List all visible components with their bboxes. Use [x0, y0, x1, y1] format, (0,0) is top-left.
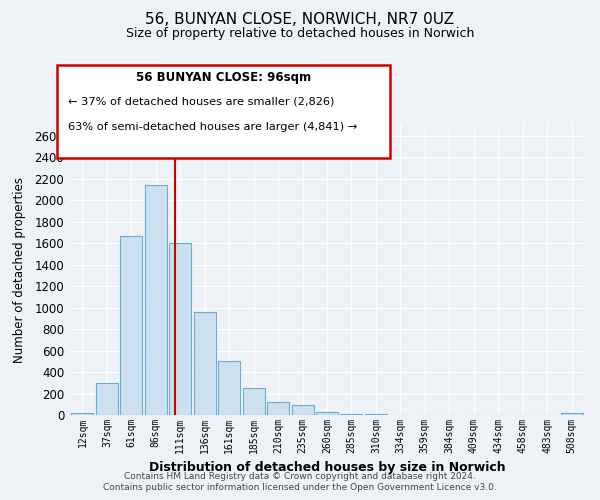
Bar [218, 362, 240, 415]
Bar [242, 388, 265, 415]
Bar [121, 236, 142, 415]
Bar [145, 185, 167, 415]
Bar [316, 412, 338, 415]
Bar [267, 402, 289, 415]
X-axis label: Distribution of detached houses by size in Norwich: Distribution of detached houses by size … [149, 462, 505, 474]
Bar [365, 414, 387, 415]
Text: 56, BUNYAN CLOSE, NORWICH, NR7 0UZ: 56, BUNYAN CLOSE, NORWICH, NR7 0UZ [145, 12, 455, 28]
Text: Contains public sector information licensed under the Open Government Licence v3: Contains public sector information licen… [103, 484, 497, 492]
Bar [340, 414, 362, 415]
Text: 63% of semi-detached houses are larger (4,841) →: 63% of semi-detached houses are larger (… [68, 122, 357, 132]
Y-axis label: Number of detached properties: Number of detached properties [13, 177, 26, 363]
Bar [169, 243, 191, 415]
Text: 56 BUNYAN CLOSE: 96sqm: 56 BUNYAN CLOSE: 96sqm [136, 71, 311, 84]
Text: Contains HM Land Registry data © Crown copyright and database right 2024.: Contains HM Land Registry data © Crown c… [124, 472, 476, 481]
Text: ← 37% of detached houses are smaller (2,826): ← 37% of detached houses are smaller (2,… [68, 96, 334, 106]
Bar [292, 405, 314, 415]
Text: Size of property relative to detached houses in Norwich: Size of property relative to detached ho… [126, 28, 474, 40]
Bar [71, 413, 94, 415]
Bar [194, 312, 216, 415]
FancyBboxPatch shape [57, 65, 390, 158]
Bar [96, 384, 118, 415]
Bar [560, 414, 583, 415]
